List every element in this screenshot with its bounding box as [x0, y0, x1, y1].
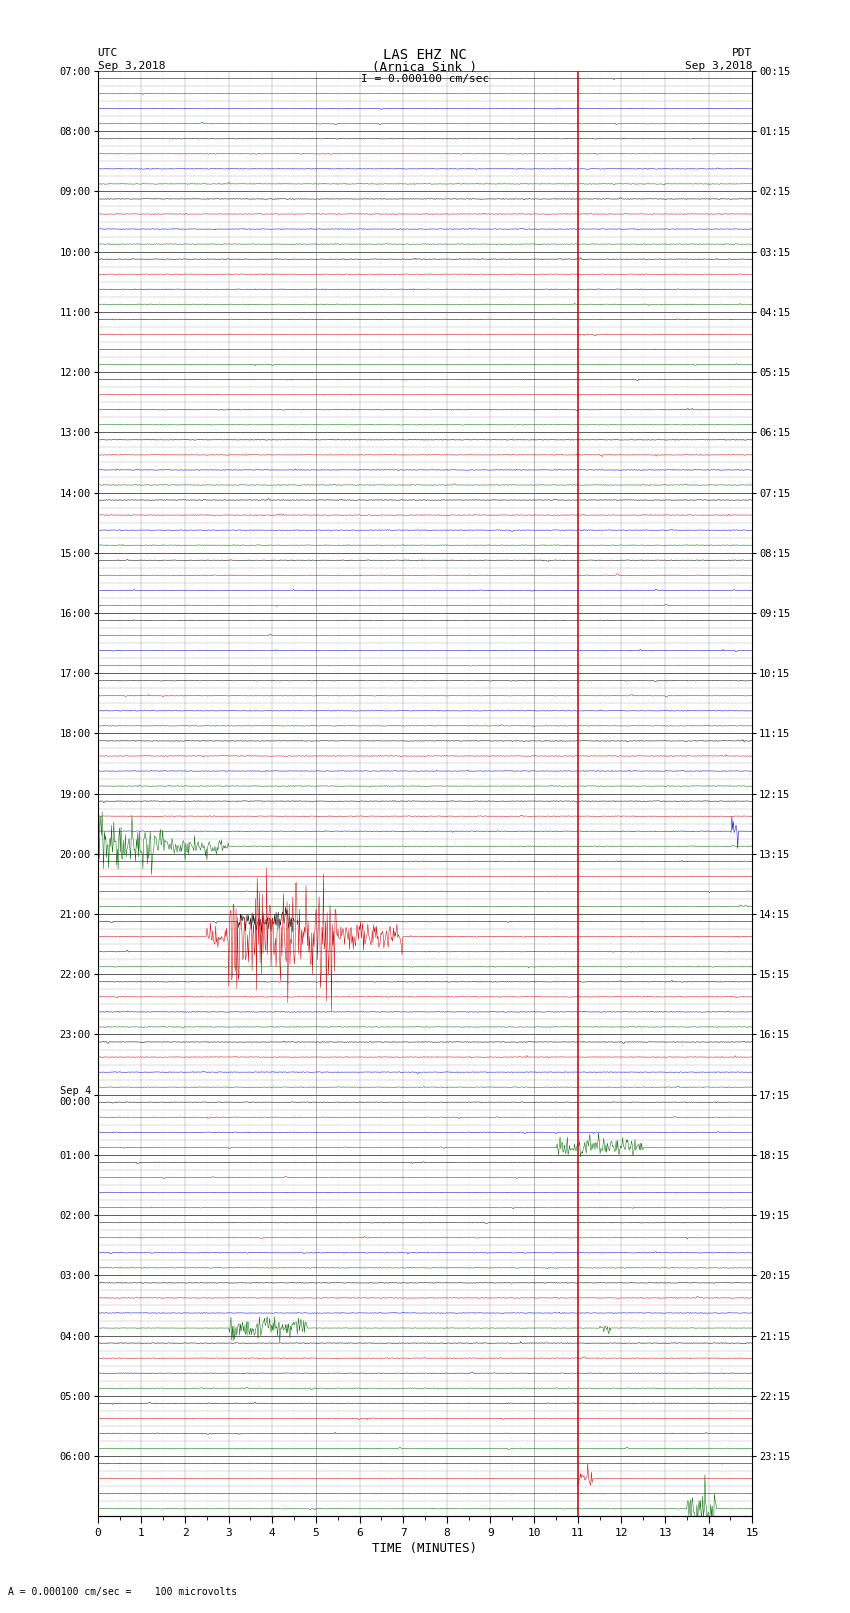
X-axis label: TIME (MINUTES): TIME (MINUTES) [372, 1542, 478, 1555]
Text: Sep 3,2018: Sep 3,2018 [98, 61, 165, 71]
Text: A = 0.000100 cm/sec =    100 microvolts: A = 0.000100 cm/sec = 100 microvolts [8, 1587, 238, 1597]
Text: I = 0.000100 cm/sec: I = 0.000100 cm/sec [361, 74, 489, 84]
Text: LAS EHZ NC: LAS EHZ NC [383, 48, 467, 63]
Text: PDT: PDT [732, 48, 752, 58]
Text: (Arnica Sink ): (Arnica Sink ) [372, 61, 478, 74]
Text: UTC: UTC [98, 48, 118, 58]
Text: Sep 3,2018: Sep 3,2018 [685, 61, 752, 71]
